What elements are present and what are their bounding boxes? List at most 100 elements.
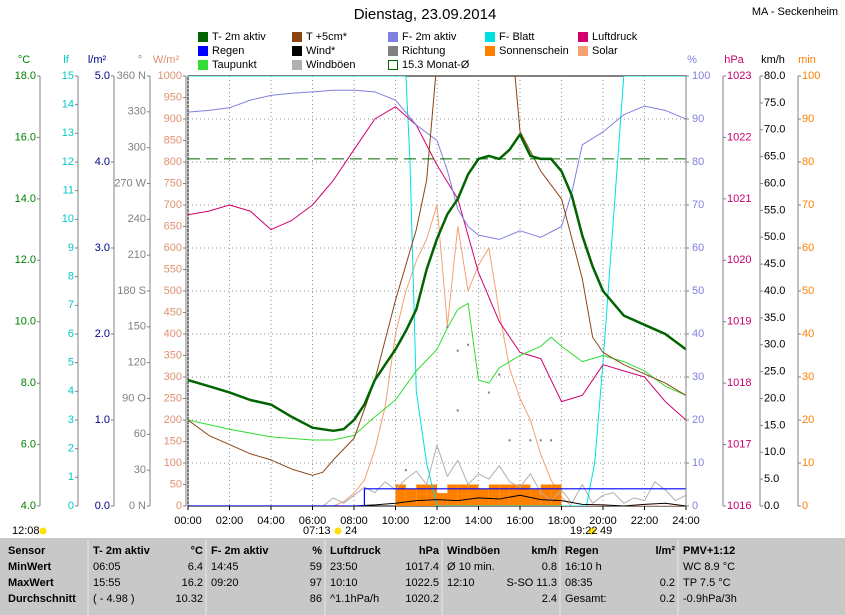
y-tick-label: 1017	[727, 438, 751, 450]
station-name: MA - Seckenheim	[752, 6, 838, 18]
table-cell: Sensor	[8, 545, 46, 557]
y-tick-label: 15.0	[764, 419, 785, 431]
y-tick-label: 5.0	[764, 473, 779, 485]
table-cell: 16:10 h	[565, 561, 602, 573]
table-cell: MinWert	[8, 561, 52, 573]
table-cell: hPa	[419, 545, 440, 557]
series-line	[188, 106, 686, 421]
y-tick-label: 0.0	[764, 500, 779, 512]
y-tick-label: 8	[68, 271, 74, 283]
y-tick-label: 30	[802, 371, 814, 383]
y-tick-label: 750	[164, 177, 182, 189]
x-tick-label: 08:00	[340, 515, 368, 527]
sunshine-bar	[416, 484, 427, 506]
axis-title: °C	[18, 54, 30, 66]
y-tick-label: 300	[164, 371, 182, 383]
y-tick-label: 70.0	[764, 124, 785, 136]
legend-label: Taupunkt	[212, 59, 257, 71]
y-tick-label: 950	[164, 91, 182, 103]
legend: T- 2m aktiv Regen Taupunkt T +5cm* Wind* Wind…	[198, 31, 638, 71]
y-tick-label: 90 O	[122, 392, 146, 404]
y-tick-label: 20	[692, 414, 704, 426]
direction-dot	[456, 349, 459, 352]
y-tick-label: 600	[164, 242, 182, 254]
direction-dot	[508, 439, 511, 442]
legend-swatch	[292, 60, 302, 70]
y-tick-label: 30	[134, 464, 146, 476]
y-tick-label: 270 W	[114, 177, 146, 189]
table-cell: 14:45	[211, 561, 239, 573]
table-cell: 1020.2	[405, 593, 439, 605]
table-cell: %	[312, 545, 322, 557]
x-tick-label: 04:00	[257, 515, 285, 527]
table-cell: 06:05	[93, 561, 121, 573]
y-tick-label: 0	[68, 500, 74, 512]
table-cell: 15:55	[93, 577, 121, 589]
direction-dot	[529, 439, 532, 442]
legend-label: Regen	[212, 45, 244, 57]
y-tick-label: 15	[62, 70, 74, 82]
x-tick-label: 06:00	[299, 515, 327, 527]
table-cell: ^1.1hPa/h	[330, 593, 379, 605]
table-cell: Ø 10 min.	[447, 561, 495, 573]
direction-dot	[487, 391, 490, 394]
y-tick-label: 45.0	[764, 258, 785, 270]
axis-title: km/h	[761, 54, 785, 66]
table-cell: 2.4	[542, 593, 557, 605]
table-cell: Durchschnitt	[8, 593, 76, 605]
y-tick-label: 1	[68, 471, 74, 483]
legend-swatch	[485, 46, 495, 56]
y-tick-label: 1000	[158, 70, 182, 82]
table-cell: 86	[310, 593, 322, 605]
table-cell: l/m²	[655, 545, 675, 557]
x-tick-label: 14:00	[465, 515, 493, 527]
sunshine-bar	[520, 484, 531, 506]
y-tick-label: 25.0	[764, 366, 785, 378]
y-tick-label: 6	[68, 328, 74, 340]
legend-swatch	[292, 32, 302, 42]
sun-icon	[334, 527, 342, 535]
y-tick-label: 30.0	[764, 339, 785, 351]
y-tick-label: 150	[164, 435, 182, 447]
legend-label: T- 2m aktiv	[212, 31, 266, 43]
y-tick-label: 12	[62, 156, 74, 168]
x-tick-label: 10:00	[382, 515, 410, 527]
table-cell: 09:20	[211, 577, 239, 589]
y-tick-label: 3.0	[95, 242, 110, 254]
x-tick-label: 18:00	[548, 515, 576, 527]
table-cell: PMV+1:12	[683, 545, 735, 557]
axis-title: hPa	[724, 54, 744, 66]
axis-title: min	[798, 54, 816, 66]
y-tick-label: 30	[692, 371, 704, 383]
axis-title: lf	[63, 54, 69, 66]
table-cell: 0.2	[660, 577, 675, 589]
y-tick-label: 10.0	[764, 446, 785, 458]
legend-swatch	[198, 32, 208, 42]
y-tick-label: 120	[128, 357, 146, 369]
series-line	[188, 488, 686, 506]
sunshine-bar	[540, 484, 552, 506]
table-cell: F- 2m aktiv	[211, 545, 269, 557]
sunshine-bar	[499, 484, 510, 506]
y-tick-label: 40	[802, 328, 814, 340]
y-tick-label: 10.0	[15, 316, 36, 328]
sunshine-bar	[447, 484, 458, 506]
y-tick-label: 1.0	[95, 414, 110, 426]
y-tick-label: 250	[164, 392, 182, 404]
sunshine-bar	[488, 484, 500, 506]
y-tick-label: 650	[164, 220, 182, 232]
table-cell: ( - 4.98 )	[93, 593, 135, 605]
legend-swatch	[198, 46, 208, 56]
legend-swatch	[388, 46, 398, 56]
table-background	[0, 538, 845, 615]
y-tick-label: 65.0	[764, 151, 785, 163]
y-tick-label: 60	[134, 428, 146, 440]
y-tick-label: 450	[164, 306, 182, 318]
legend-label: Wind*	[306, 45, 336, 57]
table-cell: T- 2m aktiv	[93, 545, 151, 557]
x-tick-label: 24:00	[672, 515, 700, 527]
series-layer	[188, 76, 686, 506]
y-tick-label: 4.0	[95, 156, 110, 168]
y-tick-label: 50	[692, 285, 704, 297]
y-tick-label: 500	[164, 285, 182, 297]
